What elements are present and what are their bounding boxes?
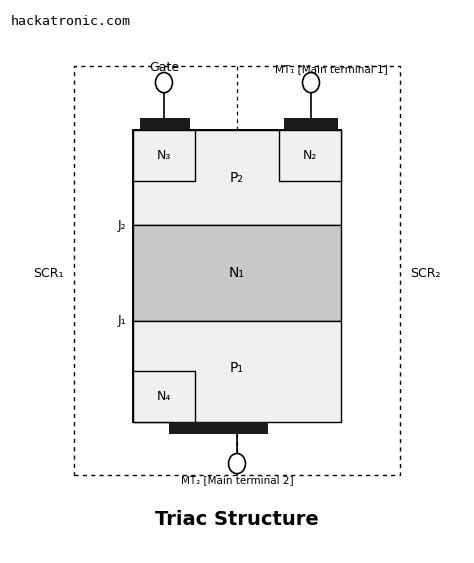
Bar (133, 130, 195, 181)
Circle shape (155, 73, 173, 93)
Bar (169, 422, 268, 434)
Text: P₂: P₂ (230, 171, 244, 185)
Bar (133, 130, 341, 225)
Text: P₁: P₁ (230, 361, 244, 376)
Bar (133, 321, 341, 422)
Bar (279, 130, 341, 181)
Bar (140, 118, 190, 130)
Text: N₃: N₃ (157, 149, 171, 162)
Text: MT₂ [Main terminal 2]: MT₂ [Main terminal 2] (181, 475, 293, 485)
Text: MT₁ [Main terminal 1]: MT₁ [Main terminal 1] (275, 64, 388, 74)
Text: J₂: J₂ (118, 219, 126, 232)
Bar (284, 118, 338, 130)
Bar (133, 371, 195, 422)
Text: hackatronic.com: hackatronic.com (11, 15, 131, 28)
Text: Gate: Gate (149, 61, 179, 74)
Bar (133, 225, 341, 321)
Text: N₁: N₁ (229, 266, 245, 280)
Text: Triac Structure: Triac Structure (155, 510, 319, 529)
Text: SCR₂: SCR₂ (410, 267, 441, 280)
Text: J₁: J₁ (118, 314, 126, 327)
Circle shape (228, 453, 246, 473)
Circle shape (302, 73, 319, 93)
Text: N₂: N₂ (303, 149, 317, 162)
Text: N₄: N₄ (157, 390, 171, 403)
Bar (133, 130, 341, 422)
Text: SCR₁: SCR₁ (33, 267, 64, 280)
Bar (74, 66, 400, 475)
